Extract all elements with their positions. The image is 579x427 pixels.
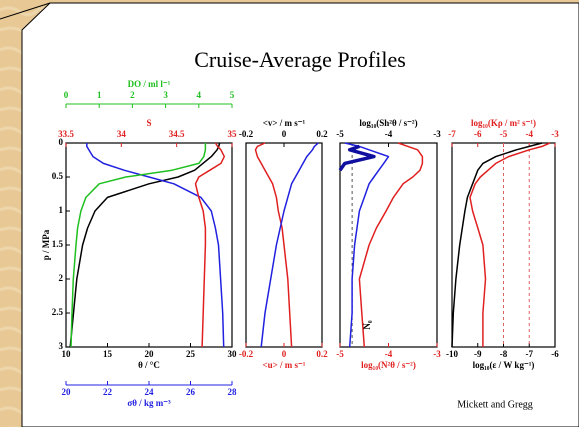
profile-line bbox=[70, 143, 207, 348]
y-tick-label: 1.5 bbox=[52, 239, 64, 249]
y-axis-label: p / MPa bbox=[41, 229, 51, 260]
x-tick-label: 22 bbox=[103, 387, 113, 397]
x-tick-label: 1 bbox=[97, 90, 102, 100]
x-tick-label: 0 bbox=[64, 90, 69, 100]
y-tick-label: 2.5 bbox=[52, 307, 64, 317]
x-tick-label: -9 bbox=[474, 349, 482, 359]
slide-title: Cruise-Average Profiles bbox=[194, 47, 406, 72]
x-tick-label: -6 bbox=[551, 349, 559, 359]
x-axis-label: <u> / m s⁻¹ bbox=[263, 360, 306, 370]
x-tick-label: 3 bbox=[163, 90, 168, 100]
x-axis-label: <v> / m s⁻¹ bbox=[263, 118, 306, 128]
x-tick-label: -5 bbox=[500, 129, 508, 139]
x-tick-label: 25 bbox=[186, 349, 196, 359]
x-tick-label: -0.2 bbox=[239, 129, 254, 139]
profile-line bbox=[469, 142, 551, 347]
x-tick-label: 4 bbox=[197, 90, 202, 100]
x-tick-label: -7 bbox=[448, 129, 456, 139]
x-axis-label: log₁₀(Kρ / m² s⁻¹) bbox=[471, 118, 536, 128]
x-axis-label: log₁₀(Sh²θ / s⁻²) bbox=[359, 118, 417, 128]
x-tick-label: 0 bbox=[282, 349, 287, 359]
x-axis-label: θ / °C bbox=[138, 360, 160, 370]
x-tick-label: -10 bbox=[446, 349, 458, 359]
slide-panel bbox=[21, 2, 579, 427]
x-tick-label: -0.2 bbox=[239, 349, 254, 359]
x-tick-label: 35 bbox=[228, 129, 238, 139]
y-tick-label: 1 bbox=[59, 205, 64, 215]
x-axis-label: log₁₀(N²θ / s⁻²) bbox=[361, 360, 416, 370]
profile-line bbox=[344, 142, 390, 348]
profile-line bbox=[194, 142, 226, 348]
corner-line bbox=[0, 2, 51, 20]
x-tick-label: 0.2 bbox=[316, 349, 328, 359]
x-tick-label: 5 bbox=[230, 90, 235, 100]
x-tick-label: 2 bbox=[130, 90, 135, 100]
x-tick-label: -4 bbox=[526, 129, 534, 139]
x-tick-label: -8 bbox=[500, 349, 508, 359]
x-tick-label: -5 bbox=[336, 129, 344, 139]
profile-line bbox=[260, 142, 319, 348]
x-axis-label: S bbox=[146, 118, 151, 128]
profile-line bbox=[451, 142, 543, 348]
x-axis-label: log₁₀(ε / W kg⁻¹) bbox=[473, 360, 535, 370]
profile-line bbox=[86, 143, 225, 348]
x-tick-label: 10 bbox=[62, 349, 72, 359]
x-tick-label: 24 bbox=[145, 387, 155, 397]
x-tick-label: 20 bbox=[62, 387, 72, 397]
x-tick-label: -4 bbox=[385, 349, 393, 359]
x-tick-label: -3 bbox=[551, 129, 559, 139]
annotation: N₀ bbox=[362, 320, 372, 329]
y-tick-label: 0.5 bbox=[52, 171, 64, 181]
x-tick-label: 34.5 bbox=[169, 129, 185, 139]
x-tick-label: -4 bbox=[385, 129, 393, 139]
x-tick-label: -3 bbox=[433, 349, 441, 359]
x-tick-label: -6 bbox=[474, 129, 482, 139]
x-tick-label: 20 bbox=[145, 349, 155, 359]
profile-line bbox=[69, 142, 221, 348]
profile-line bbox=[338, 144, 376, 172]
profile-line bbox=[254, 142, 293, 348]
y-tick-label: 3 bbox=[59, 341, 64, 351]
x-tick-label: 33.5 bbox=[58, 129, 74, 139]
x-axis-label: σθ / kg m⁻³ bbox=[127, 398, 171, 408]
profile-line bbox=[358, 142, 424, 348]
x-tick-label: -5 bbox=[336, 349, 344, 359]
y-tick-label: 0 bbox=[59, 137, 64, 147]
x-tick-label: -7 bbox=[526, 349, 534, 359]
x-axis-label: DO / ml l⁻¹ bbox=[128, 79, 171, 89]
x-tick-label: 15 bbox=[103, 349, 113, 359]
x-tick-label: 0 bbox=[282, 129, 287, 139]
credit: Mickett and Gregg bbox=[457, 399, 533, 410]
x-tick-label: 0.2 bbox=[316, 129, 328, 139]
y-tick-label: 2 bbox=[59, 273, 64, 283]
x-tick-label: 34 bbox=[117, 129, 127, 139]
x-tick-label: 26 bbox=[186, 387, 196, 397]
x-tick-label: 30 bbox=[228, 349, 238, 359]
x-tick-label: 28 bbox=[228, 387, 238, 397]
x-tick-label: -3 bbox=[433, 129, 441, 139]
